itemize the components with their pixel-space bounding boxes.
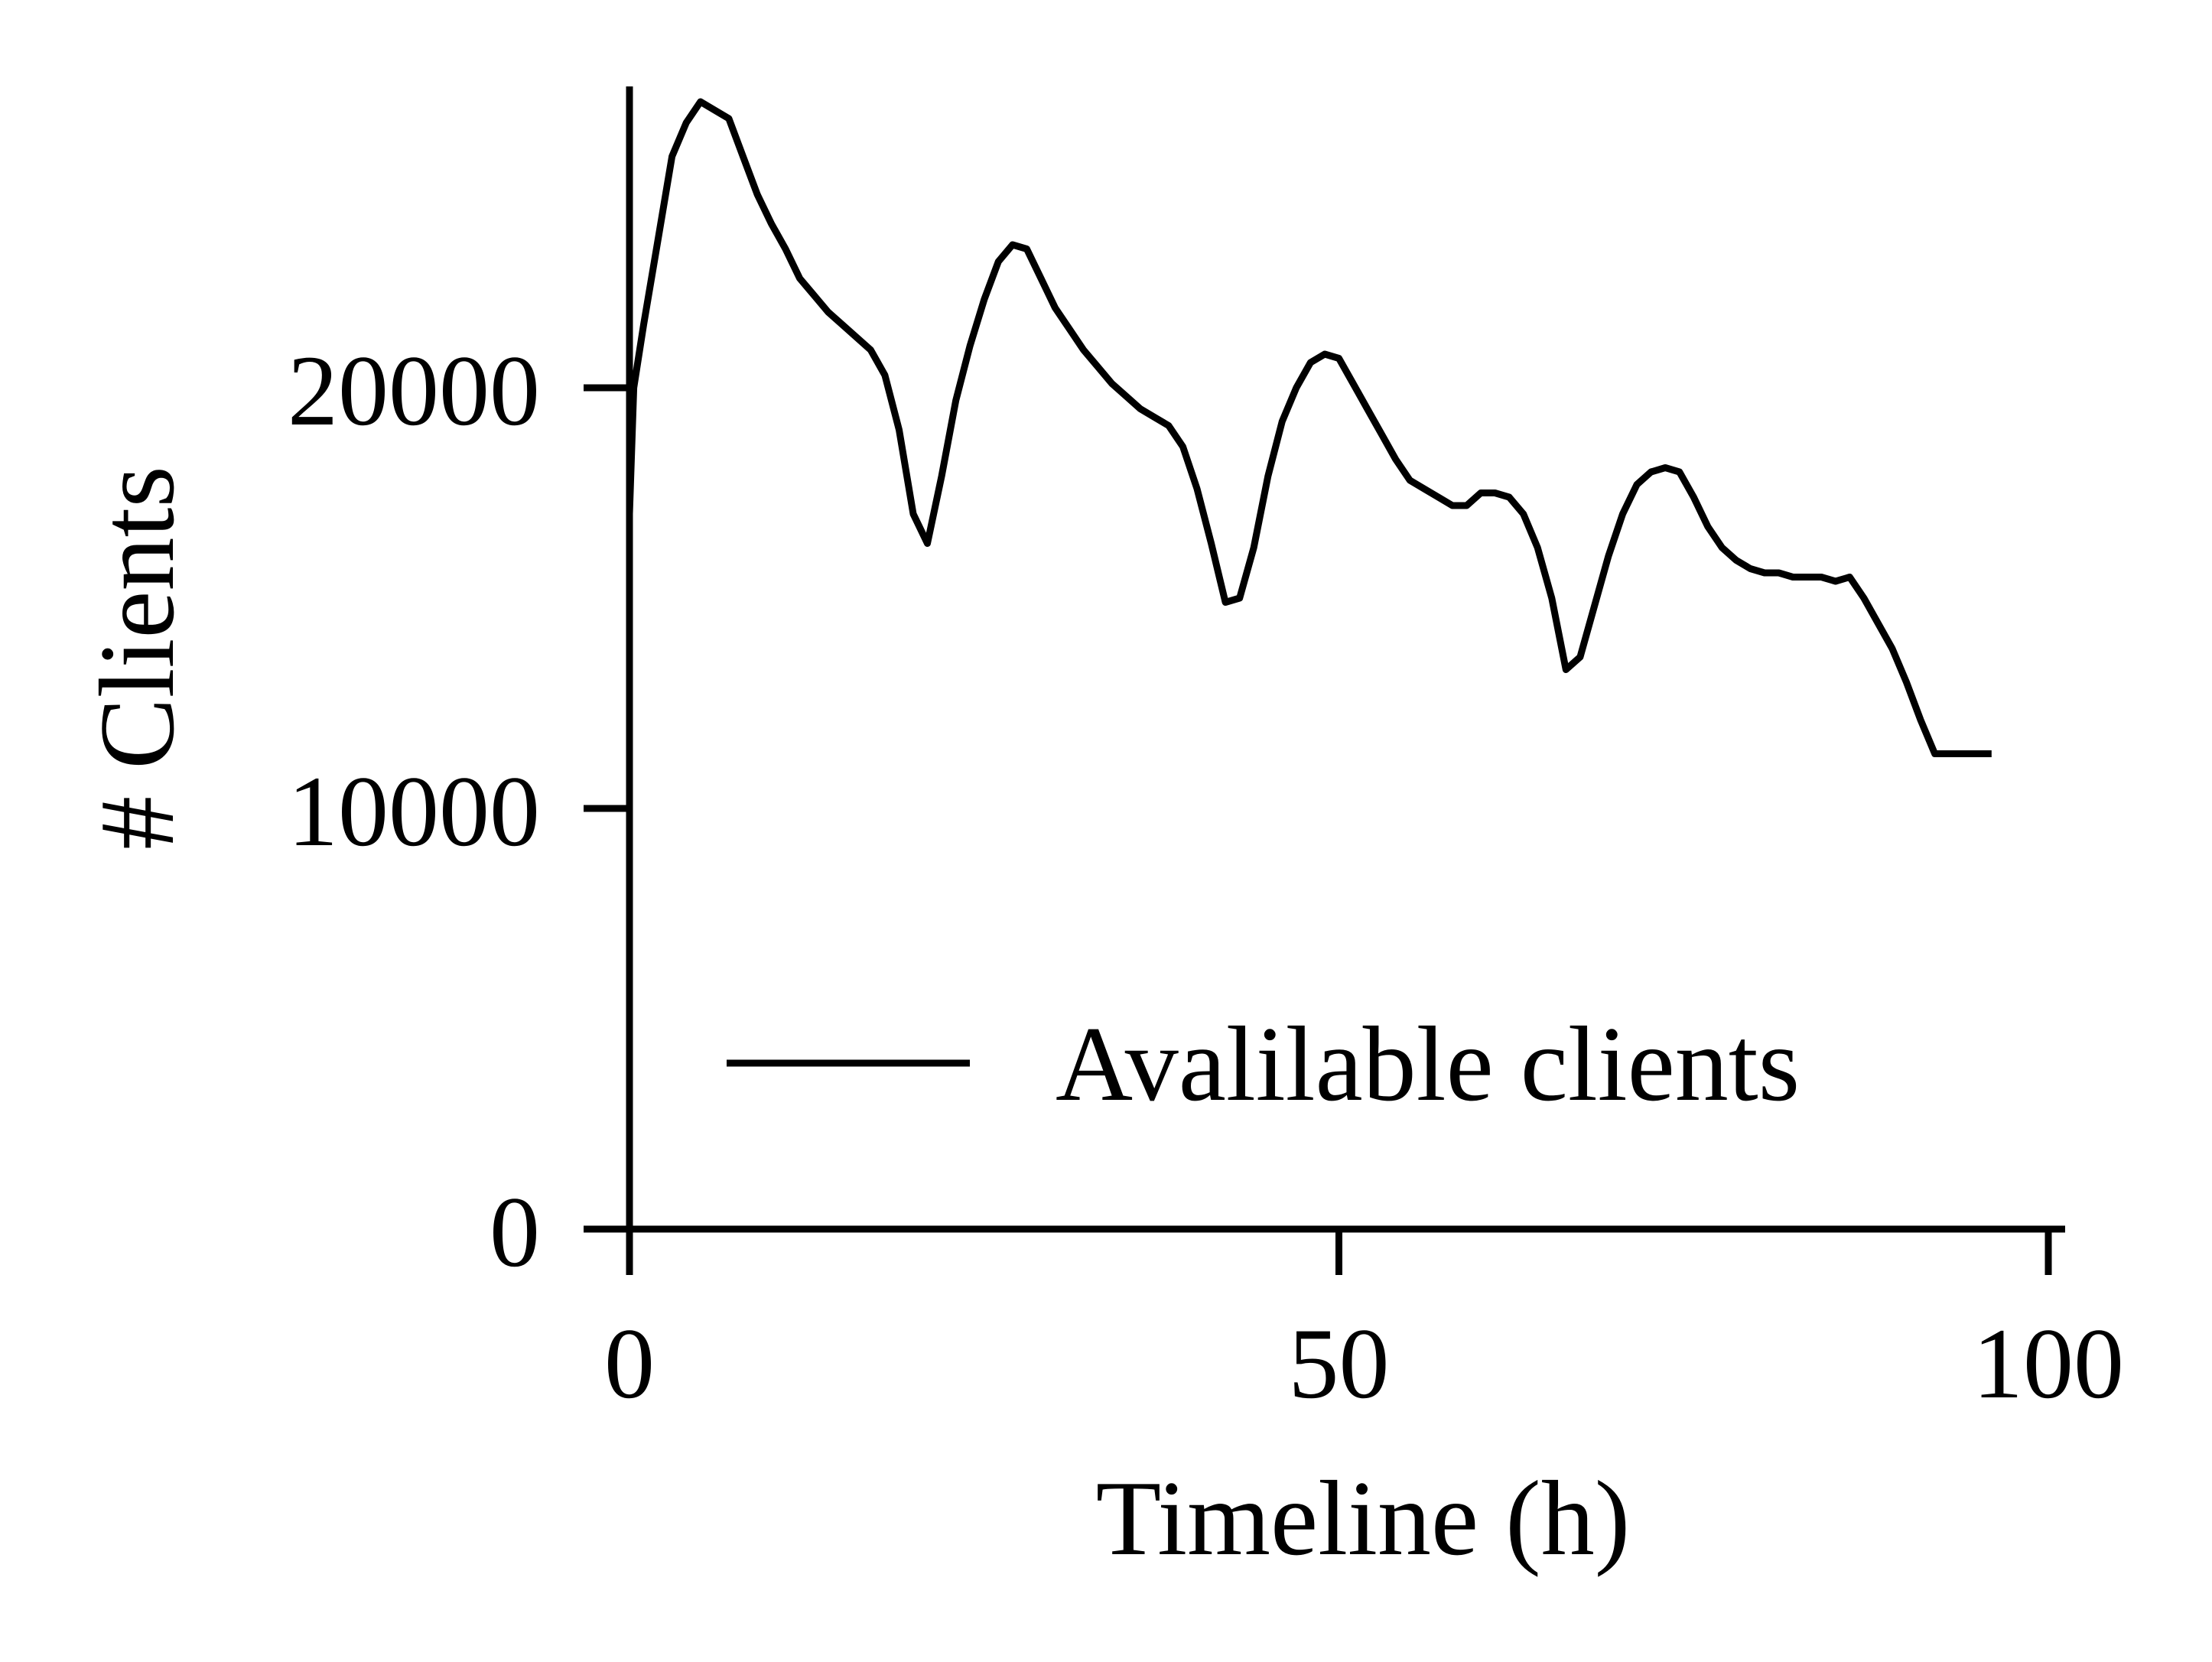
- x-tick-label: 100: [1973, 1307, 2124, 1420]
- y-tick-label: 10000: [288, 755, 540, 867]
- plot-area: [626, 98, 1992, 757]
- x-axis-label: Timeline (h): [1096, 1459, 1631, 1578]
- ticks: 0 50 100 0 10000 20000: [288, 334, 2124, 1420]
- x-tick-label: 0: [604, 1307, 655, 1420]
- x-tick-label: 50: [1289, 1307, 1390, 1420]
- legend-label: Avalilable clients: [1056, 1005, 1800, 1124]
- y-axis-label: # Clients: [78, 466, 197, 850]
- legend: Avalilable clients: [727, 1005, 1800, 1124]
- y-tick-label: 0: [490, 1176, 540, 1288]
- axes: [584, 86, 2065, 1233]
- series-line-0: [626, 98, 1992, 757]
- y-tick-label: 20000: [288, 334, 540, 447]
